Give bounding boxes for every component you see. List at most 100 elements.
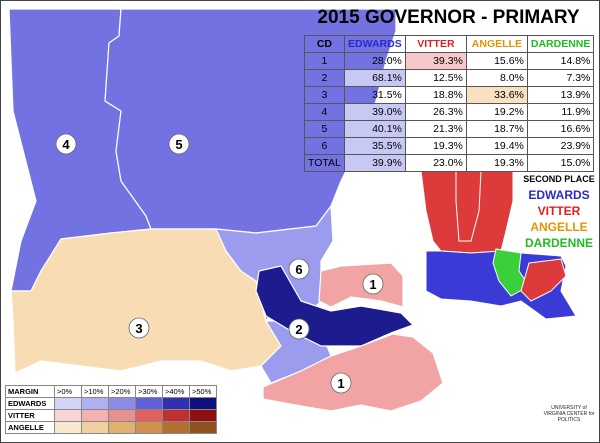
table-cell: 13.9% xyxy=(526,86,595,104)
inset-green xyxy=(492,248,530,297)
label-circle xyxy=(330,372,352,394)
margin-legend: MARGIN >0% >10% >20% >30% >40% >50% EDWARDS VITT… xyxy=(5,385,217,434)
legend-swatch xyxy=(54,409,82,422)
legend-row-label: VITTER xyxy=(5,409,55,422)
legend-swatch xyxy=(135,409,163,422)
key-item: VITTER xyxy=(537,204,581,218)
table-cell: 15.6% xyxy=(465,52,528,70)
label-circle xyxy=(128,317,150,339)
header-cell: DARDENNE xyxy=(526,35,595,53)
inset-red-south xyxy=(520,258,567,302)
legend-row: ANGELLE xyxy=(5,421,217,434)
table-cell: 6 xyxy=(304,137,345,155)
district-label: 3 xyxy=(135,321,142,336)
legend-swatch xyxy=(135,421,163,434)
table-cell: 15.0% xyxy=(526,154,595,172)
table-row: 5 40.1% 21.3% 18.7% 16.6% xyxy=(304,120,595,138)
table-row: 2 68.1% 12.5% 8.0% 7.3% xyxy=(304,69,595,87)
header-cell: CD xyxy=(304,35,345,53)
label-circle xyxy=(55,133,77,155)
district-label: 1 xyxy=(337,376,344,391)
district-labels: 4 5 6 1 3 2 1 xyxy=(55,133,384,394)
label-circle xyxy=(288,318,310,340)
district-label: 2 xyxy=(295,322,302,337)
legend-swatch xyxy=(81,409,109,422)
table-cell: 1 xyxy=(304,52,345,70)
logo: UNIVERSITY of VIRGINIA CENTER for POLITI… xyxy=(543,405,595,423)
table-cell: TOTAL xyxy=(304,154,345,172)
table-cell: 18.7% xyxy=(465,120,528,138)
legend-swatch xyxy=(108,421,136,434)
key-item: ANGELLE xyxy=(530,220,588,234)
legend-header-cell: >50% xyxy=(189,385,217,398)
legend-swatch xyxy=(162,409,190,422)
table-cell: 19.3% xyxy=(404,137,467,155)
key-item: EDWARDS xyxy=(528,188,590,202)
legend-header-cell: >20% xyxy=(108,385,136,398)
table-cell: 23.9% xyxy=(526,137,595,155)
legend-header-cell: MARGIN xyxy=(5,385,55,398)
legend-swatch xyxy=(108,397,136,410)
table-cell: 19.2% xyxy=(465,103,528,121)
label-circle xyxy=(288,258,310,280)
legend-swatch xyxy=(189,397,217,410)
label-circle xyxy=(362,273,384,295)
header-cell: ANGELLE xyxy=(465,35,528,53)
table-header: CD EDWARDS VITTER ANGELLE DARDENNE xyxy=(304,35,595,53)
table-cell: 12.5% xyxy=(404,69,467,87)
table-cell: 18.8% xyxy=(404,86,467,104)
district-1-north xyxy=(318,262,404,308)
table-cell: 7.3% xyxy=(526,69,595,87)
table-cell: 39.3% xyxy=(404,52,467,70)
table-cell: 19.3% xyxy=(465,154,528,172)
legend-header: MARGIN >0% >10% >20% >30% >40% >50% xyxy=(5,385,217,398)
title: 2015 GOVERNOR - PRIMARY xyxy=(317,7,580,28)
key-item: DARDENNE xyxy=(524,236,593,250)
table-row: 1 28.0% 39.3% 15.6% 14.8% xyxy=(304,52,595,70)
key-title: SECOND PLACE xyxy=(523,174,595,184)
table-row: 4 39.0% 26.3% 19.2% 11.9% xyxy=(304,103,595,121)
table-row: 6 35.5% 19.3% 19.4% 23.9% xyxy=(304,137,595,155)
second-place-key: SECOND PLACE EDWARDS VITTER ANGELLE DARDENNE xyxy=(519,171,599,251)
legend-row: EDWARDS xyxy=(5,397,217,410)
legend-swatch xyxy=(54,397,82,410)
table-row: TOTAL 39.9% 23.0% 19.3% 15.0% xyxy=(304,154,595,172)
table-cell: 39.0% xyxy=(343,103,406,121)
legend-header-cell: >10% xyxy=(81,385,109,398)
table-cell: 68.1% xyxy=(343,69,406,87)
legend-swatch xyxy=(54,421,82,434)
table-cell: 26.3% xyxy=(404,103,467,121)
legend-row: VITTER xyxy=(5,409,217,422)
table-cell: 35.5% xyxy=(343,137,406,155)
table-cell: 19.4% xyxy=(465,137,528,155)
header-cell: VITTER xyxy=(404,35,467,53)
table-cell: 33.6% xyxy=(465,86,528,104)
table-cell: 5 xyxy=(304,120,345,138)
district-label: 1 xyxy=(369,277,376,292)
table-cell: 40.1% xyxy=(343,120,406,138)
legend-header-cell: >30% xyxy=(135,385,163,398)
table-cell: 23.0% xyxy=(404,154,467,172)
legend-header-cell: >0% xyxy=(54,385,82,398)
table-cell: 8.0% xyxy=(465,69,528,87)
table-cell: 39.9% xyxy=(343,154,406,172)
district-1-south xyxy=(262,333,444,412)
header-cell: EDWARDS xyxy=(343,35,406,53)
legend-swatch xyxy=(189,421,217,434)
legend-swatch xyxy=(81,421,109,434)
district-label: 5 xyxy=(175,137,182,152)
legend-swatch xyxy=(162,397,190,410)
table-cell: 11.9% xyxy=(526,103,595,121)
table-row: 3 31.5% 18.8% 33.6% 13.9% xyxy=(304,86,595,104)
table-cell: 28.0% xyxy=(343,52,406,70)
legend-swatch xyxy=(108,409,136,422)
table-cell: 3 xyxy=(304,86,345,104)
legend-swatch xyxy=(189,409,217,422)
table-cell: 16.6% xyxy=(526,120,595,138)
legend-header-cell: >40% xyxy=(162,385,190,398)
legend-row-label: ANGELLE xyxy=(5,421,55,434)
table-cell: 2 xyxy=(304,69,345,87)
legend-swatch xyxy=(135,397,163,410)
legend-swatch xyxy=(162,421,190,434)
